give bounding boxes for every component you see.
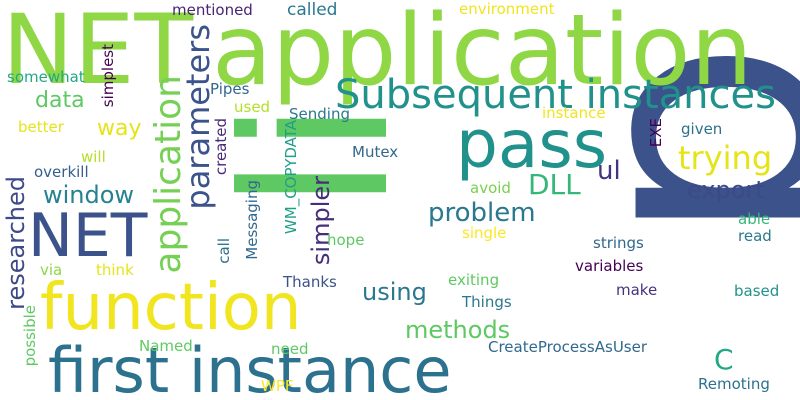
word-window: window [43,181,135,209]
word-avoid: avoid [470,179,511,197]
word-given: given [681,120,723,138]
word-based: based [734,282,780,300]
word-createprocessasuser: CreateProcessAsUser [488,338,648,356]
word-simplest: simplest [99,44,117,108]
word-export: export [687,176,765,204]
word-application: application [212,0,753,108]
word-remoting: Remoting [698,375,770,393]
word-better: better [18,118,64,136]
word-single: single [462,224,507,242]
word-using: using [362,278,427,306]
word-named: Named [139,337,193,355]
word-wm-copydata: WM_COPYDATA [282,120,300,235]
word-exiting: exiting [448,271,500,289]
word-call: call [215,238,233,264]
word-sending: Sending [289,105,350,123]
word-net: NET [2,0,194,106]
word-trying: trying [678,139,773,177]
word-used: used [234,98,271,116]
word-called: called [287,0,338,20]
word-pipes: Pipes [210,80,250,98]
word-possible: possible [21,305,39,367]
word-dll: DLL [528,168,581,201]
word-somewhat: somewhat [7,68,85,86]
word-variables: variables [575,257,644,275]
word-hope: hope [327,231,365,249]
word-pass: pass [456,106,608,183]
word-wpf: WPF [261,377,294,395]
word-via: via [40,261,63,279]
word-think: think [96,261,134,279]
word-overkill: overkill [34,163,89,181]
word-subsequent-instances: Subsequent instances [335,72,776,118]
word-researched: researched [2,176,30,310]
word-way: way [97,116,142,141]
word-read: read [738,227,772,245]
word-first-instance: first instance [48,334,452,400]
word-methods: methods [405,316,511,344]
word-things: Things [462,293,512,311]
word-messaging: Messaging [243,180,261,260]
word-strings: strings [593,234,644,252]
word-able: able [738,210,771,228]
word-ul: ul [597,156,621,186]
word-make: make [616,281,658,299]
word-simpler: simpler [307,176,335,266]
word-parameters: parameters [179,24,217,210]
word-created: created [212,118,230,176]
word-thanks: Thanks [283,273,337,291]
word-need: need [271,340,309,358]
word-c: C [714,343,734,376]
word-exe: EXE [647,118,665,148]
word-data: data [35,88,85,113]
word-environment: environment [459,0,555,18]
word-function: function [40,271,302,345]
word-mentioned: mentioned [172,1,253,19]
word-problem: problem [428,198,536,228]
word-mutex: Mutex [352,143,399,161]
word-net-2: NET [28,201,148,271]
word-will: will [81,148,106,166]
word-instance: instance [542,104,606,122]
